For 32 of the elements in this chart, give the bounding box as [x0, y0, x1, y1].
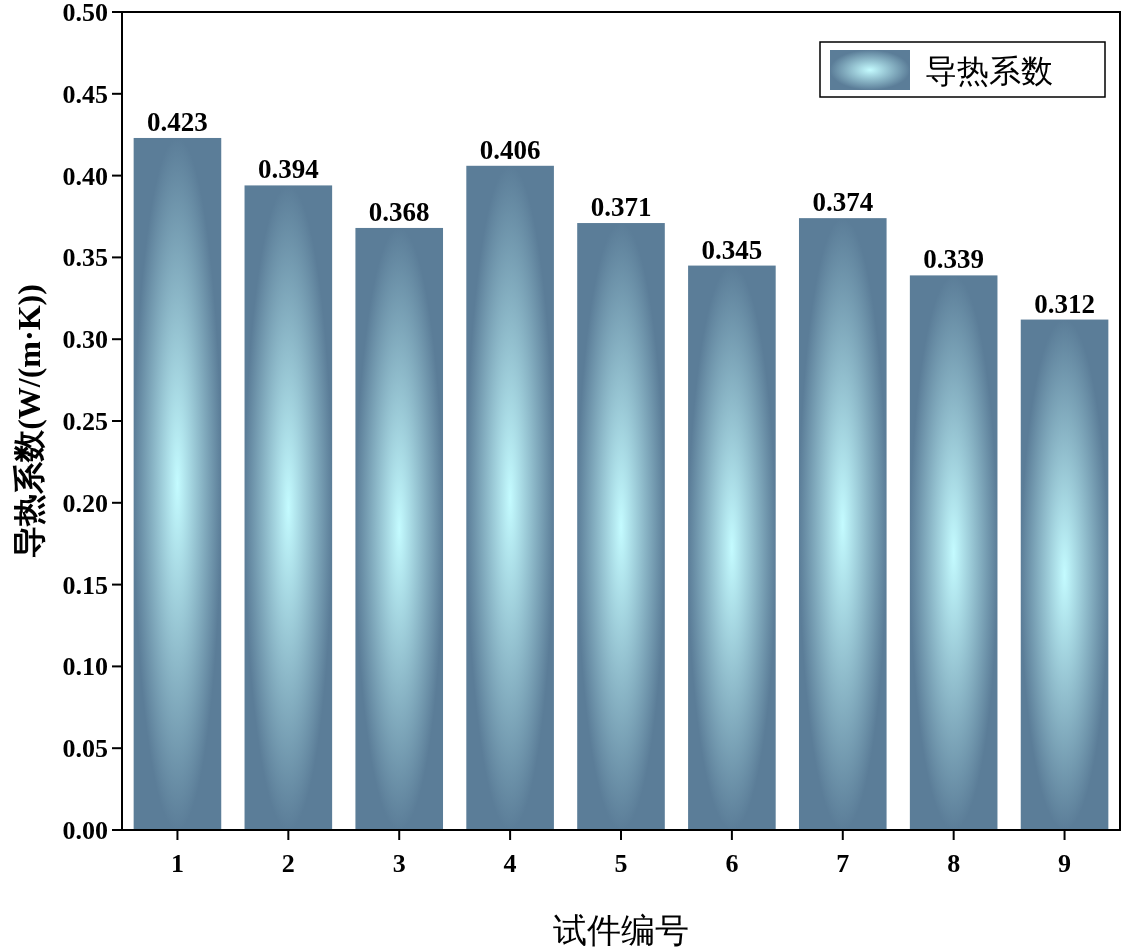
y-tick-label: 0.25	[62, 407, 108, 436]
x-tick-label: 3	[392, 849, 406, 878]
x-axis-title: 试件编号	[553, 912, 689, 949]
data-label: 0.374	[812, 187, 874, 218]
y-tick-label: 0.50	[62, 0, 108, 27]
data-label: 0.368	[368, 196, 430, 227]
data-label: 0.339	[923, 244, 985, 275]
y-tick-label: 0.10	[62, 652, 108, 682]
data-label: 0.394	[257, 154, 319, 185]
x-tick-label: 5	[614, 849, 628, 878]
y-tick-label: 0.15	[62, 570, 108, 600]
data-label: 0.406	[479, 134, 541, 165]
x-tick-label: 2	[281, 849, 295, 878]
x-tick-label: 7	[836, 849, 850, 878]
x-tick-label: 4	[503, 849, 517, 878]
y-tick-label: 0.30	[62, 325, 108, 355]
x-tick-label: 6	[725, 849, 739, 878]
x-tick-label: 9	[1058, 849, 1072, 878]
y-tick-label: 0.00	[62, 816, 108, 845]
data-label: 0.371	[590, 192, 652, 223]
y-tick-label: 0.35	[62, 243, 108, 273]
data-label: 0.423	[147, 106, 208, 137]
y-tick-label: 0.05	[62, 734, 108, 764]
data-label: 0.312	[1034, 288, 1095, 319]
y-tick-label: 0.20	[62, 488, 108, 518]
legend-label: 导热系数	[925, 53, 1053, 89]
x-tick-label: 8	[947, 849, 961, 878]
y-axis-title: 导热系数(W/(m·K))	[11, 284, 47, 558]
x-tick-label: 1	[170, 849, 184, 878]
y-tick-label: 0.40	[62, 161, 108, 191]
y-tick-label: 0.45	[62, 79, 108, 109]
data-label: 0.345	[701, 234, 763, 265]
